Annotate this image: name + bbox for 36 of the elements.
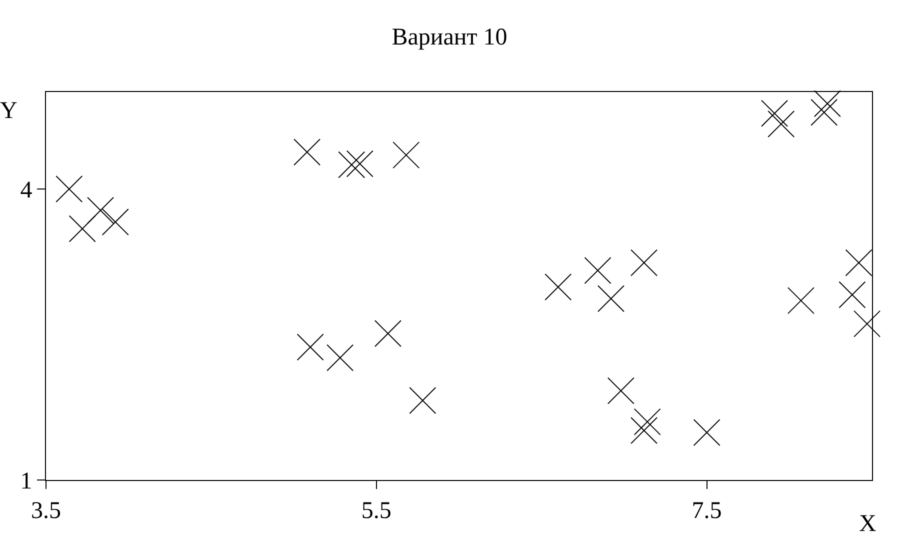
point — [584, 256, 612, 284]
point — [409, 386, 436, 414]
point — [838, 281, 866, 308]
point — [787, 287, 814, 314]
point — [630, 249, 658, 276]
chart-title: Вариант 10 — [392, 24, 508, 51]
point — [56, 176, 83, 202]
point — [597, 285, 624, 312]
point — [810, 98, 838, 126]
point — [392, 142, 420, 169]
point — [374, 320, 402, 348]
point — [87, 196, 114, 224]
x-tick-label: 3.5 — [31, 498, 61, 524]
point — [296, 334, 324, 361]
point — [845, 249, 872, 276]
x-tick-label: 7.5 — [692, 498, 722, 524]
point — [814, 90, 841, 118]
point — [338, 151, 366, 178]
point — [607, 377, 634, 404]
point — [326, 344, 354, 372]
point — [346, 150, 374, 178]
point — [634, 408, 661, 436]
y-axis-title: Y — [0, 98, 18, 124]
point — [544, 273, 572, 300]
point — [630, 417, 658, 444]
x-axis-title: X — [859, 511, 876, 537]
point — [854, 310, 881, 338]
point — [693, 418, 720, 446]
point — [102, 208, 129, 236]
y-tick-label: 4 — [20, 177, 32, 204]
x-tick-label: 5.5 — [361, 498, 392, 524]
point — [761, 100, 788, 127]
point — [68, 215, 96, 242]
y-tick-label: 1 — [20, 468, 32, 494]
point — [294, 138, 321, 166]
point — [768, 110, 795, 138]
